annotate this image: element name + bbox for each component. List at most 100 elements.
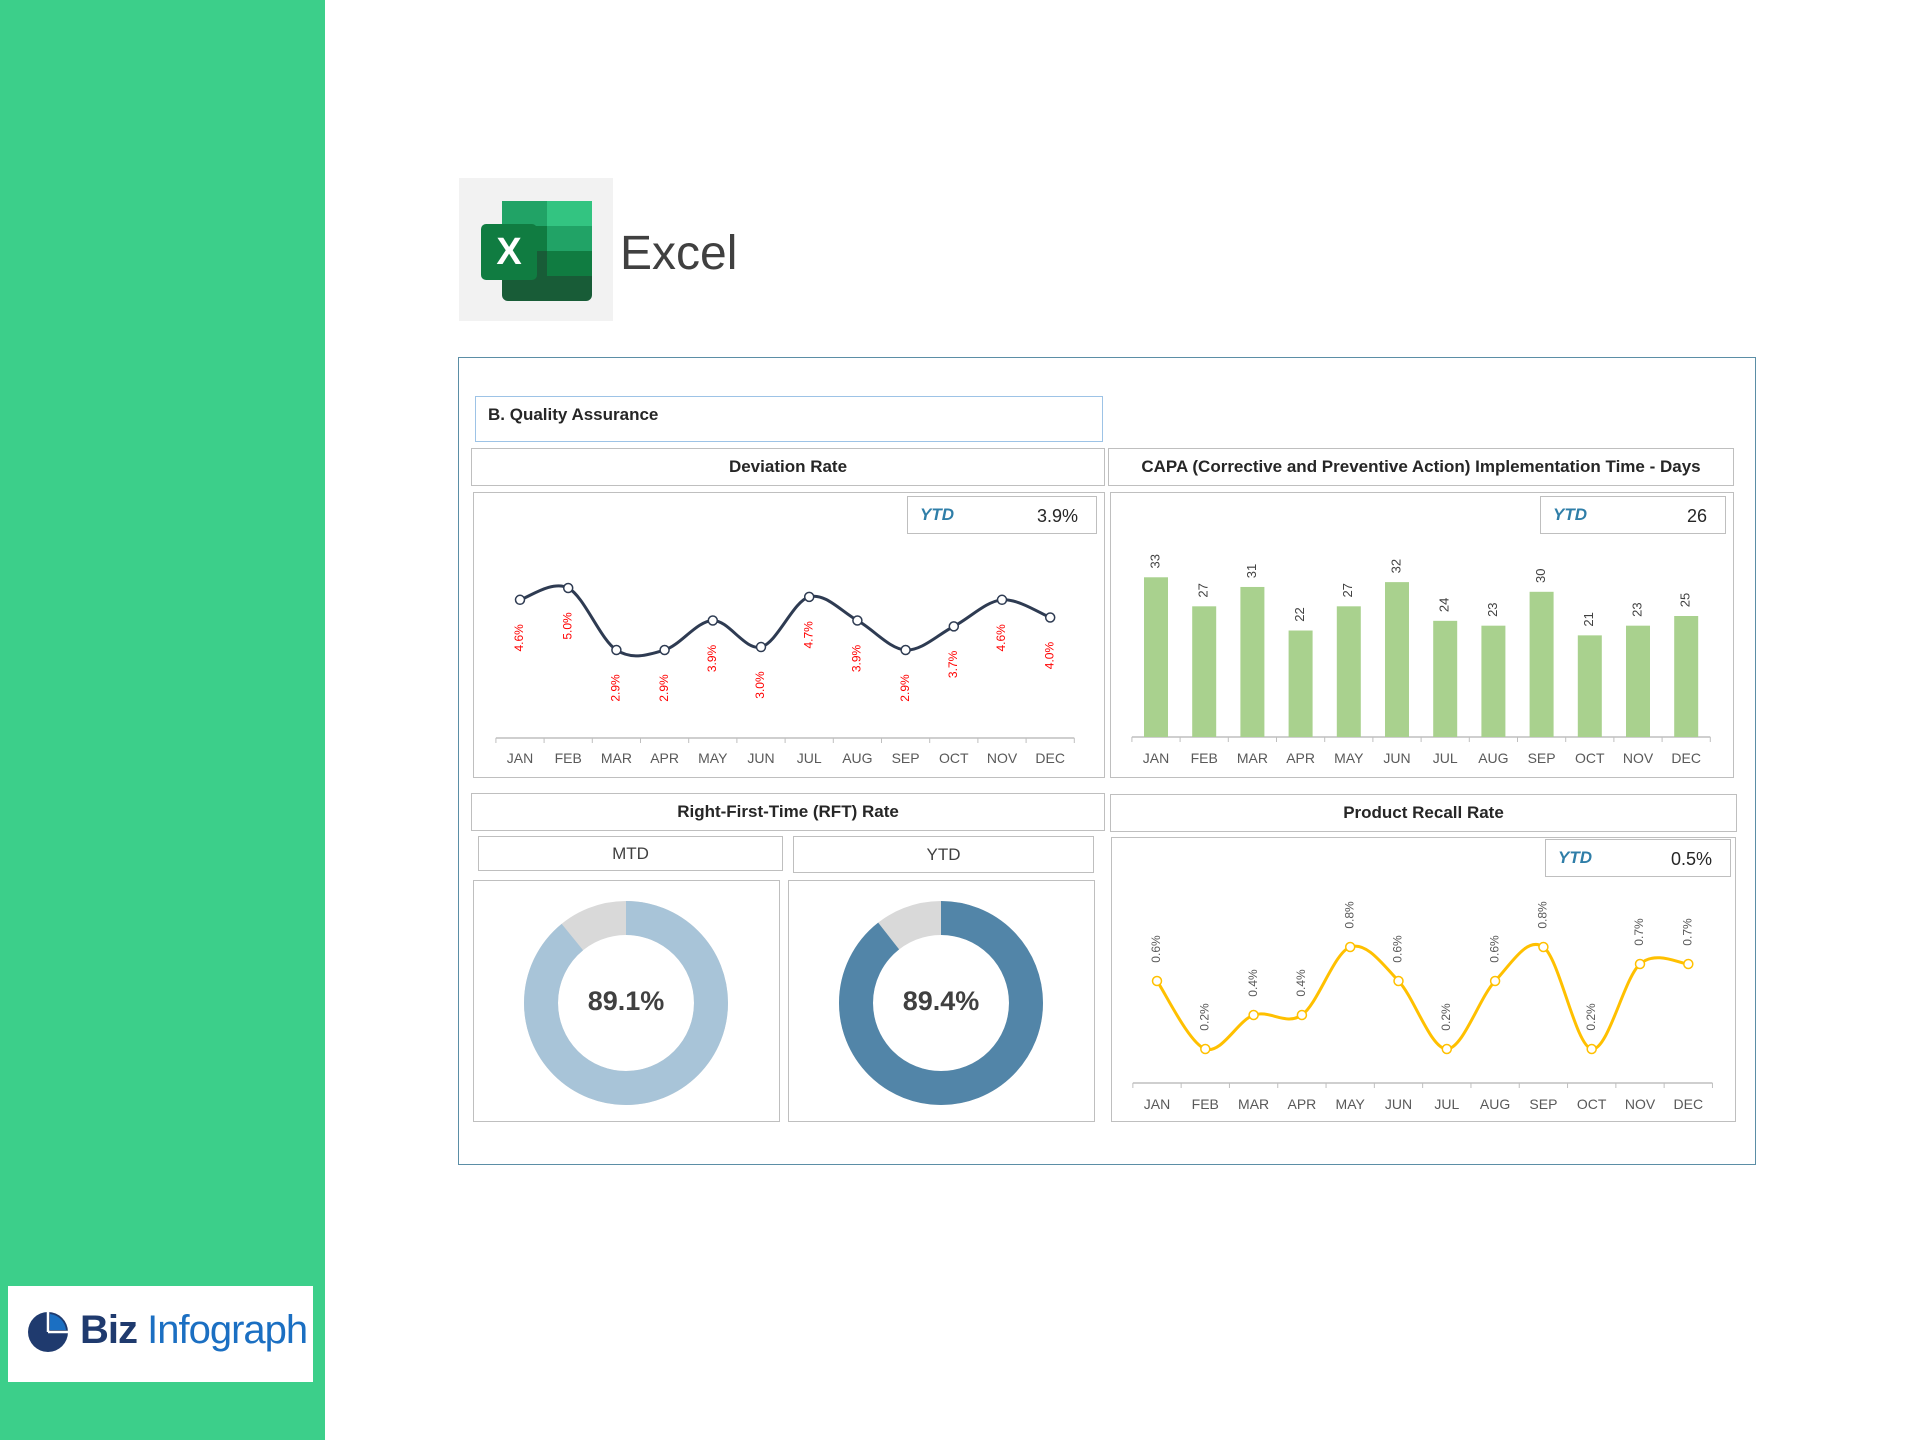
bar bbox=[1577, 635, 1602, 737]
bar bbox=[1674, 616, 1699, 737]
x-tick-label: JUL bbox=[1433, 750, 1458, 766]
x-tick-label: JUL bbox=[1434, 1096, 1459, 1112]
x-tick-label: NOV bbox=[1623, 750, 1654, 766]
bar bbox=[1385, 582, 1409, 737]
data-point bbox=[1489, 975, 1501, 987]
x-tick-label: APR bbox=[650, 750, 679, 766]
recall-title: Product Recall Rate bbox=[1110, 794, 1737, 832]
data-point bbox=[900, 644, 911, 656]
x-tick-label: DEC bbox=[1671, 750, 1701, 766]
data-label: 0.8% bbox=[1342, 901, 1356, 929]
bar-value-label: 31 bbox=[1244, 564, 1259, 578]
data-point bbox=[1151, 975, 1163, 987]
x-tick-label: JUL bbox=[797, 750, 822, 766]
x-tick-label: MAR bbox=[1238, 1096, 1269, 1112]
donut-center-value: 89.1% bbox=[588, 986, 665, 1016]
x-tick-label: JUN bbox=[1383, 750, 1410, 766]
data-label: 0.6% bbox=[1487, 935, 1501, 963]
data-point bbox=[1393, 975, 1404, 987]
series-line bbox=[519, 584, 1051, 658]
data-point bbox=[1634, 958, 1646, 970]
bar bbox=[1144, 577, 1168, 737]
x-tick-label: JAN bbox=[1143, 750, 1169, 766]
data-label: 2.9% bbox=[898, 674, 912, 702]
donut-value-arc bbox=[524, 901, 728, 1105]
data-label: 4.6% bbox=[512, 624, 526, 652]
recall-plot: JAN FEB MAR APR MAY JUN JUL AUG SEP OCT NOV DEC 0.6%… bbox=[1132, 901, 1713, 1112]
svg-text:X: X bbox=[496, 231, 522, 273]
bar bbox=[1433, 620, 1458, 737]
pie-chart-icon bbox=[28, 1312, 68, 1352]
recall-ytd-value: 0.5% bbox=[1670, 849, 1712, 869]
bar bbox=[1288, 630, 1313, 737]
bar bbox=[1240, 586, 1265, 737]
x-tick-label: FEB bbox=[1191, 750, 1218, 766]
bar-value-label: 27 bbox=[1196, 583, 1211, 597]
x-tick-label: MAR bbox=[1237, 750, 1268, 766]
x-tick-label: SEP bbox=[1529, 1096, 1557, 1112]
bar-value-label: 27 bbox=[1340, 583, 1355, 597]
data-point bbox=[1586, 1043, 1597, 1055]
x-tick-label: MAY bbox=[1334, 750, 1364, 766]
capa-ytd-value: 26 bbox=[1686, 506, 1707, 526]
data-point bbox=[659, 644, 670, 656]
bar bbox=[1481, 625, 1506, 737]
x-tick-label: AUG bbox=[1480, 1096, 1510, 1112]
data-label: 2.9% bbox=[609, 674, 623, 702]
x-tick-label: NOV bbox=[987, 750, 1018, 766]
x-tick-label: DEC bbox=[1674, 1096, 1704, 1112]
capa-ytd-box: YTD 26 bbox=[1540, 496, 1726, 534]
bar bbox=[1626, 625, 1650, 737]
bar bbox=[1192, 606, 1217, 737]
x-tick-label: FEB bbox=[1192, 1096, 1219, 1112]
data-label: 4.6% bbox=[994, 624, 1008, 652]
data-point bbox=[562, 582, 574, 594]
data-label: 3.9% bbox=[705, 644, 719, 672]
data-label: 0.2% bbox=[1584, 1003, 1598, 1031]
capa-chart: JAN FEB MAR APR MAY JUN JUL AUG SEP OCT NOV DEC 33 27… bbox=[1110, 492, 1734, 778]
x-tick-label: SEP bbox=[1528, 750, 1556, 766]
deviation-rate-chart: JAN FEB MAR APR MAY JUN JUL AUG SEP OCT NOV DEC 4.6%… bbox=[473, 492, 1105, 778]
app-name: Excel bbox=[620, 227, 738, 280]
data-point bbox=[1296, 1009, 1308, 1021]
rft-title: Right-First-Time (RFT) Rate bbox=[471, 793, 1105, 831]
bar-value-label: 24 bbox=[1437, 598, 1452, 612]
sidebar: Biz Infograph bbox=[0, 0, 325, 1440]
deviation-rate-plot: JAN FEB MAR APR MAY JUN JUL AUG SEP OCT NOV DEC 4.6%… bbox=[495, 582, 1075, 766]
x-tick-label: FEB bbox=[555, 750, 582, 766]
bar-value-label: 30 bbox=[1533, 569, 1548, 583]
data-label: 0.6% bbox=[1391, 935, 1405, 963]
x-tick-label: MAY bbox=[1336, 1096, 1366, 1112]
data-point bbox=[1683, 958, 1694, 970]
capa-plot: JAN FEB MAR APR MAY JUN JUL AUG SEP OCT NOV DEC 33 27… bbox=[1131, 554, 1711, 766]
data-label: 2.9% bbox=[657, 674, 671, 702]
data-label: 3.9% bbox=[850, 644, 864, 672]
deviation-ytd-box: YTD 3.9% bbox=[907, 496, 1097, 534]
data-point bbox=[755, 641, 767, 653]
rft-ytd-donut: 89.4% bbox=[839, 901, 1043, 1105]
data-point bbox=[996, 594, 1008, 606]
x-tick-label: NOV bbox=[1625, 1096, 1656, 1112]
x-tick-label: OCT bbox=[1577, 1096, 1607, 1112]
deviation-ytd-label: YTD bbox=[920, 505, 954, 524]
data-label: 0.4% bbox=[1246, 969, 1260, 997]
recall-chart: JAN FEB MAR APR MAY JUN JUL AUG SEP OCT NOV DEC 0.6%… bbox=[1111, 837, 1736, 1122]
brand-logo-box: Biz Infograph bbox=[8, 1286, 313, 1382]
data-point bbox=[707, 615, 719, 626]
data-point bbox=[611, 644, 622, 656]
bar-value-label: 22 bbox=[1292, 607, 1307, 621]
rft-ytd-label: YTD bbox=[793, 836, 1094, 873]
data-point bbox=[1441, 1043, 1453, 1055]
bar-value-label: 23 bbox=[1629, 602, 1644, 616]
deviation-ytd-value: 3.9% bbox=[1036, 506, 1078, 526]
x-tick-label: JAN bbox=[1144, 1096, 1170, 1112]
excel-logo-tile: X bbox=[459, 178, 613, 321]
bar-value-label: 23 bbox=[1485, 602, 1500, 616]
capa-title: CAPA (Corrective and Preventive Action) … bbox=[1108, 448, 1734, 486]
data-label: 3.0% bbox=[753, 671, 767, 699]
x-tick-label: SEP bbox=[892, 750, 920, 766]
x-tick-label: AUG bbox=[1478, 750, 1508, 766]
donut-center-value: 89.4% bbox=[903, 986, 980, 1016]
x-tick-label: MAY bbox=[698, 750, 728, 766]
brand-name-part2: Infograph bbox=[147, 1308, 308, 1352]
